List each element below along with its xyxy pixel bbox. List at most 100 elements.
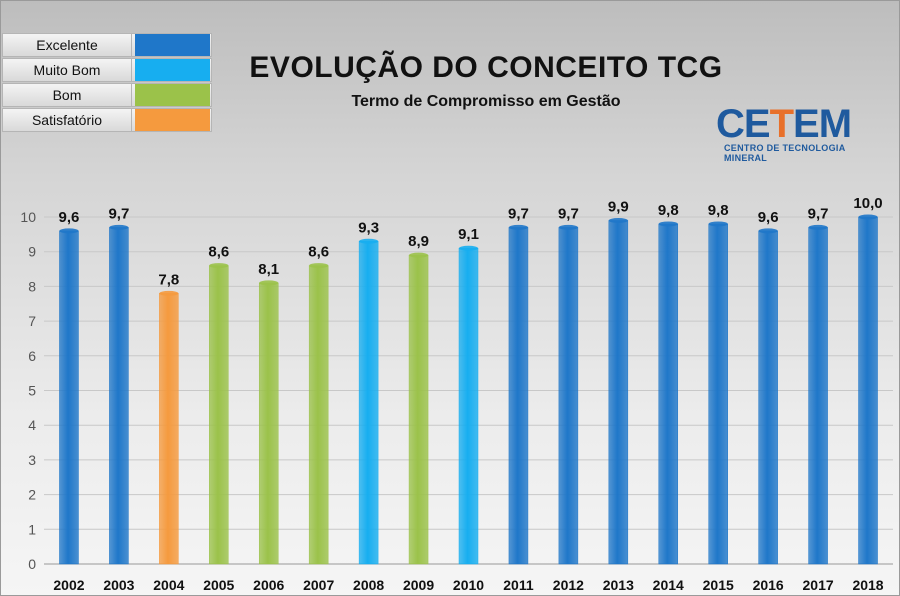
data-label: 9,8 xyxy=(658,202,679,219)
legend-item-muito-bom: Muito Bom xyxy=(2,58,212,82)
x-tick-label: 2012 xyxy=(553,577,584,593)
bar xyxy=(258,282,279,565)
data-label: 9,6 xyxy=(758,209,779,226)
y-tick-label: 2 xyxy=(28,487,36,503)
bar xyxy=(858,216,878,565)
bar xyxy=(458,247,479,565)
x-tick-label: 2004 xyxy=(153,577,184,593)
bar xyxy=(608,220,629,565)
legend-label: Muito Bom xyxy=(3,59,132,81)
y-tick-label: 7 xyxy=(28,313,36,329)
bar-cap xyxy=(608,217,628,223)
y-tick-label: 0 xyxy=(28,556,36,572)
bar xyxy=(159,293,179,565)
logo-tagline: CENTRO DE TECNOLOGIA MINERAL xyxy=(724,143,846,163)
x-tick-label: 2015 xyxy=(703,577,734,593)
x-tick-label: 2005 xyxy=(203,577,234,593)
data-label: 9,3 xyxy=(358,219,379,236)
data-label: 9,7 xyxy=(108,205,129,222)
bar xyxy=(408,254,429,565)
bar xyxy=(708,223,728,565)
x-tick-label: 2014 xyxy=(653,577,684,593)
data-label: 8,6 xyxy=(308,244,329,261)
data-label: 9,9 xyxy=(608,198,629,215)
logo-wordmark: CETEM xyxy=(716,103,881,145)
bar xyxy=(358,241,379,565)
x-tick-label: 2007 xyxy=(303,577,334,593)
bar xyxy=(109,227,129,565)
data-label: 9,7 xyxy=(558,205,579,222)
y-tick-label: 3 xyxy=(28,452,36,468)
x-tick-label: 2011 xyxy=(503,577,534,593)
cetem-logo: CETEM CENTRO DE TECNOLOGIA MINERAL xyxy=(716,103,881,163)
bar-cap xyxy=(459,245,478,251)
bar-cap xyxy=(758,228,778,234)
bar xyxy=(209,265,229,565)
legend-label: Satisfatório xyxy=(3,109,132,131)
x-tick-label: 2003 xyxy=(103,577,134,593)
legend-swatch xyxy=(135,59,210,81)
legend-item-bom: Bom xyxy=(2,83,212,107)
x-tick-label: 2002 xyxy=(53,577,84,593)
chart-subtitle: Termo de Compromisso em Gestão xyxy=(351,93,621,110)
data-label: 10,0 xyxy=(853,195,882,212)
y-tick-label: 6 xyxy=(28,348,36,364)
bar xyxy=(558,227,579,565)
data-label: 8,1 xyxy=(258,261,279,278)
legend-swatch xyxy=(135,84,210,106)
bar-cap xyxy=(59,228,79,234)
x-tick-label: 2018 xyxy=(852,577,883,593)
bar-cap xyxy=(309,263,329,269)
bar xyxy=(308,265,329,565)
bar xyxy=(59,230,79,565)
x-tick-label: 2016 xyxy=(753,577,784,593)
x-tick-label: 2006 xyxy=(253,577,284,593)
chart-title: EVOLUÇÃO DO CONCEITO TCG xyxy=(249,51,723,84)
x-tick-label: 2010 xyxy=(453,577,484,593)
data-label: 8,6 xyxy=(208,244,229,261)
data-label: 9,6 xyxy=(59,209,80,226)
bar-cap xyxy=(359,238,379,244)
legend-swatch xyxy=(135,34,210,56)
bar-cap xyxy=(708,221,728,227)
y-tick-label: 8 xyxy=(28,278,36,294)
bar xyxy=(808,227,828,565)
bar-cap xyxy=(409,252,429,258)
data-label: 9,1 xyxy=(458,226,479,243)
legend-label: Excelente xyxy=(3,34,132,56)
data-label: 9,7 xyxy=(508,205,529,222)
data-label: 9,7 xyxy=(808,205,829,222)
bar xyxy=(508,227,529,565)
logo-text-start: CE xyxy=(716,102,771,146)
bar-cap xyxy=(109,224,129,230)
data-label: 7,8 xyxy=(158,271,179,288)
data-label: 8,9 xyxy=(408,233,429,250)
y-tick-label: 1 xyxy=(28,521,36,537)
y-tick-label: 9 xyxy=(28,244,36,260)
data-label: 9,8 xyxy=(708,202,729,219)
x-tick-label: 2013 xyxy=(603,577,634,593)
x-tick-label: 2009 xyxy=(403,577,434,593)
y-tick-label: 5 xyxy=(28,383,36,399)
bar-cap xyxy=(858,214,878,220)
legend-item-satisfatorio: Satisfatório xyxy=(2,108,212,132)
logo-text-end: EM xyxy=(793,102,852,146)
y-tick-label: 4 xyxy=(28,417,36,433)
bar-cap xyxy=(558,224,578,230)
bar xyxy=(758,230,778,565)
bar xyxy=(658,223,679,565)
bar-cap xyxy=(159,290,179,296)
logo-text-accent: T xyxy=(769,102,794,146)
y-tick-label: 10 xyxy=(20,209,36,225)
bar-cap xyxy=(209,263,229,269)
bar-cap xyxy=(259,280,279,286)
bar-cap xyxy=(658,221,678,227)
x-tick-label: 2008 xyxy=(353,577,384,593)
x-tick-label: 2017 xyxy=(803,577,834,593)
legend-label: Bom xyxy=(3,84,132,106)
legend-swatch xyxy=(135,109,210,131)
legend: Excelente Muito Bom Bom Satisfatório xyxy=(2,33,212,133)
legend-item-excelente: Excelente xyxy=(2,33,212,57)
